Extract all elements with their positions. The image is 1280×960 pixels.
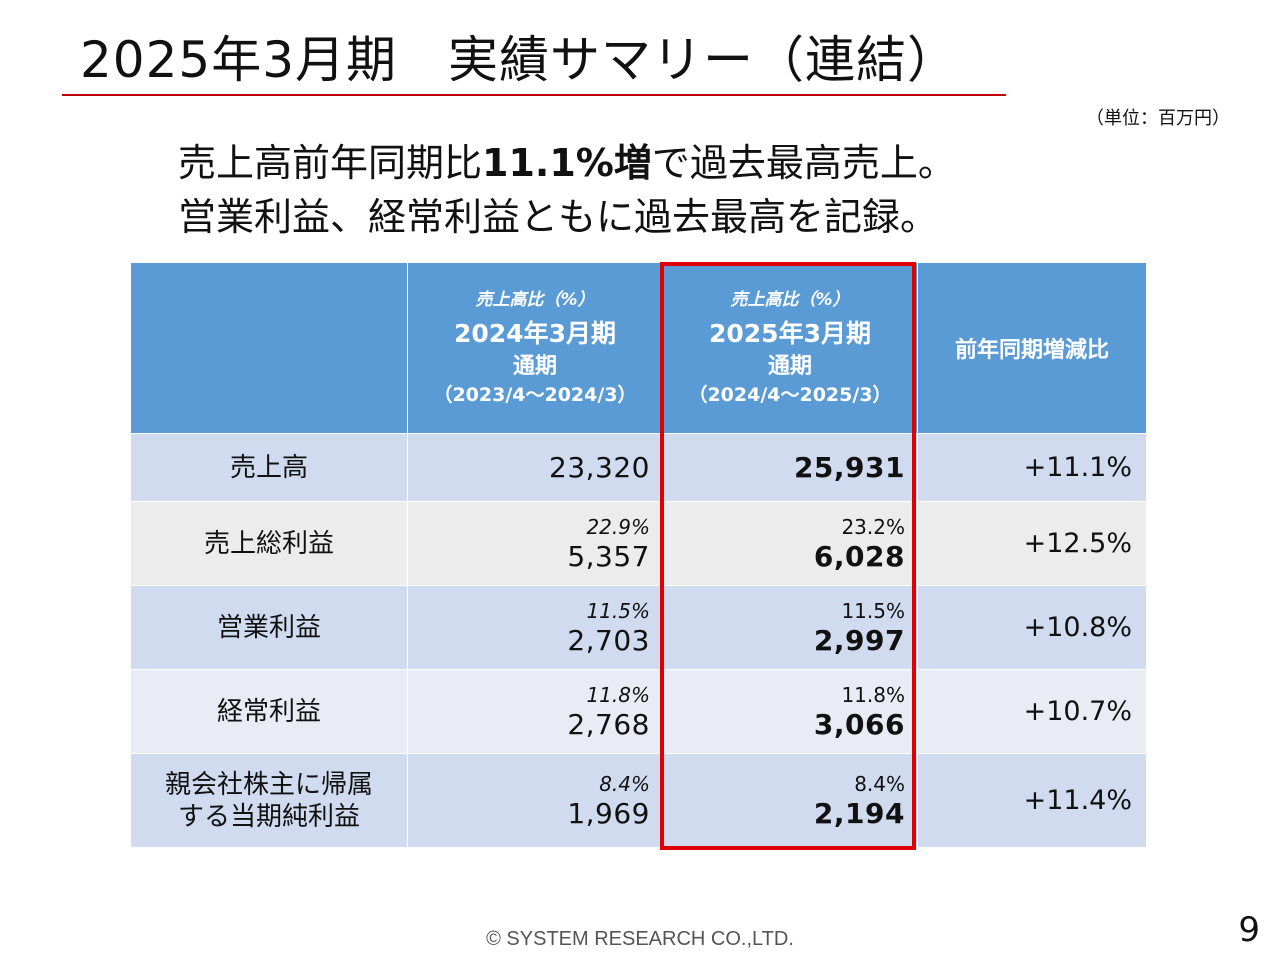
curr-value: 25,931 xyxy=(793,450,905,484)
prev-ratio: 8.4% xyxy=(599,771,650,796)
header-empty-cell xyxy=(130,262,408,434)
prev-value: 23,320 xyxy=(549,450,650,484)
curr-value: 2,194 xyxy=(813,796,905,830)
table-row-ordinary-profit: 経常利益 11.8% 2,768 11.8% 3,066 +10.7% xyxy=(130,669,1147,754)
curr-cell: 11.5% 2,997 xyxy=(662,585,918,670)
curr-ratio: 11.5% xyxy=(841,598,905,623)
yoy-value: +10.7% xyxy=(917,669,1147,754)
prev-value: 2,768 xyxy=(567,707,650,741)
page-number: 9 xyxy=(1238,910,1260,950)
table-row-gross-profit: 売上総利益 22.9% 5,357 23.2% 6,028 +12.5% xyxy=(130,501,1147,586)
prev-cell: 8.4% 1,969 xyxy=(407,753,663,848)
prev-value: 2,703 xyxy=(567,623,650,657)
yoy-value: +12.5% xyxy=(917,501,1147,586)
prev-cell: 11.8% 2,768 xyxy=(407,669,663,754)
prev-cell: 11.5% 2,703 xyxy=(407,585,663,670)
header-prev-ratio-label: 売上高比（%） xyxy=(475,290,595,310)
prev-ratio: 11.5% xyxy=(586,598,650,623)
results-table: 売上高比（%） 2024年3月期 通期 （2023/4～2024/3） 売上高比… xyxy=(130,262,1147,848)
prev-cell: 22.9% 5,357 xyxy=(407,501,663,586)
prev-value: 5,357 xyxy=(567,539,650,573)
table-row-net-income: 親会社株主に帰属 する当期純利益 8.4% 1,969 8.4% 2,194 +… xyxy=(130,753,1147,848)
headline: 売上高前年同期比11.1%増で過去最高売上。 営業利益、経常利益ともに過去最高を… xyxy=(178,136,956,244)
yoy-value: +11.4% xyxy=(917,753,1147,848)
header-curr-year: 2025年3月期 xyxy=(709,319,871,348)
row-label: 営業利益 xyxy=(130,585,408,670)
row-label: 売上総利益 xyxy=(130,501,408,586)
curr-value: 2,997 xyxy=(813,623,905,657)
header-curr-period: 売上高比（%） 2025年3月期 通期 （2024/4～2025/3） xyxy=(662,262,918,434)
yoy-value: +11.1% xyxy=(917,433,1147,502)
unit-note: （単位：百万円） xyxy=(1086,108,1230,129)
yoy-value: +10.8% xyxy=(917,585,1147,670)
header-curr-sub: 通期 xyxy=(767,354,812,379)
header-yoy: 前年同期増減比 xyxy=(917,262,1147,434)
title-underline xyxy=(62,94,1006,96)
headline-emphasis: 11.1%増 xyxy=(482,141,652,185)
headline-post: で過去最高売上。 xyxy=(651,141,956,185)
header-prev-sub: 通期 xyxy=(512,354,557,379)
curr-cell: 11.8% 3,066 xyxy=(662,669,918,754)
headline-pre: 売上高前年同期比 xyxy=(178,141,483,185)
prev-value: 1,969 xyxy=(567,796,650,830)
row-label-line-2: する当期純利益 xyxy=(177,801,360,832)
curr-ratio: 23.2% xyxy=(841,514,905,539)
row-label: 売上高 xyxy=(130,433,408,502)
row-label-line-1: 親会社株主に帰属 xyxy=(164,769,373,800)
prev-ratio: 22.9% xyxy=(586,514,650,539)
curr-cell: 8.4% 2,194 xyxy=(662,753,918,848)
curr-value: 6,028 xyxy=(813,539,905,573)
table-header-row: 売上高比（%） 2024年3月期 通期 （2023/4～2024/3） 売上高比… xyxy=(130,262,1147,434)
headline-line-2: 営業利益、経常利益ともに過去最高を記録。 xyxy=(178,195,939,239)
headline-line-1: 売上高前年同期比11.1%増で過去最高売上。 xyxy=(178,136,956,190)
prev-ratio: 11.8% xyxy=(586,682,650,707)
header-prev-period: 売上高比（%） 2024年3月期 通期 （2023/4～2024/3） xyxy=(407,262,663,434)
copyright-footer: © SYSTEM RESEARCH CO.,LTD. xyxy=(486,928,794,950)
header-curr-range: （2024/4～2025/3） xyxy=(688,384,892,406)
curr-cell: 25,931 xyxy=(662,433,918,502)
header-curr-ratio-label: 売上高比（%） xyxy=(730,290,850,310)
header-prev-year: 2024年3月期 xyxy=(454,319,616,348)
curr-ratio: 8.4% xyxy=(854,771,905,796)
header-prev-range: （2023/4～2024/3） xyxy=(433,384,637,406)
curr-value: 3,066 xyxy=(813,707,905,741)
slide-title: 2025年3月期 実績サマリー（連結） xyxy=(80,31,959,89)
table-row-sales: 売上高 23,320 25,931 +11.1% xyxy=(130,433,1147,502)
row-label: 経常利益 xyxy=(130,669,408,754)
row-label: 親会社株主に帰属 する当期純利益 xyxy=(130,753,408,848)
curr-ratio: 11.8% xyxy=(841,682,905,707)
table-row-operating-profit: 営業利益 11.5% 2,703 11.5% 2,997 +10.8% xyxy=(130,585,1147,670)
prev-cell: 23,320 xyxy=(407,433,663,502)
curr-cell: 23.2% 6,028 xyxy=(662,501,918,586)
header-yoy-label: 前年同期増減比 xyxy=(954,338,1109,363)
